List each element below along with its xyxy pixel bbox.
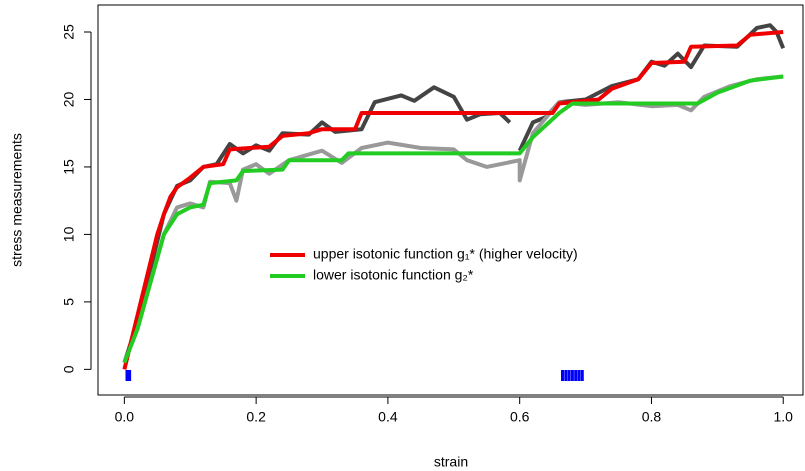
series-line <box>122 74 784 364</box>
series-line <box>122 30 784 370</box>
y-tick-label: 5 <box>61 298 77 306</box>
y-tick-label: 25 <box>61 24 77 40</box>
y-axis-label: stress measurements <box>9 133 25 267</box>
x-tick-label: 0.8 <box>642 409 662 425</box>
legend-label: lower isotonic function g₂* <box>313 267 474 283</box>
y-tick-label: 20 <box>61 91 77 107</box>
x-tick-label: 0.2 <box>246 409 266 425</box>
x-axis-label: strain <box>434 454 468 470</box>
plot-frame <box>97 4 804 396</box>
legend-label: upper isotonic function g₁* (higher velo… <box>313 246 578 262</box>
y-tick-label: 0 <box>61 365 77 373</box>
series-line <box>122 74 784 364</box>
x-tick-label: 1.0 <box>773 409 793 425</box>
series-line <box>122 23 786 364</box>
x-tick-label: 0.6 <box>510 409 530 425</box>
y-tick-label: 15 <box>61 159 77 175</box>
x-tick-label: 0.4 <box>378 409 398 425</box>
y-tick-label: 10 <box>61 226 77 242</box>
x-tick-label: 0.0 <box>115 409 135 425</box>
